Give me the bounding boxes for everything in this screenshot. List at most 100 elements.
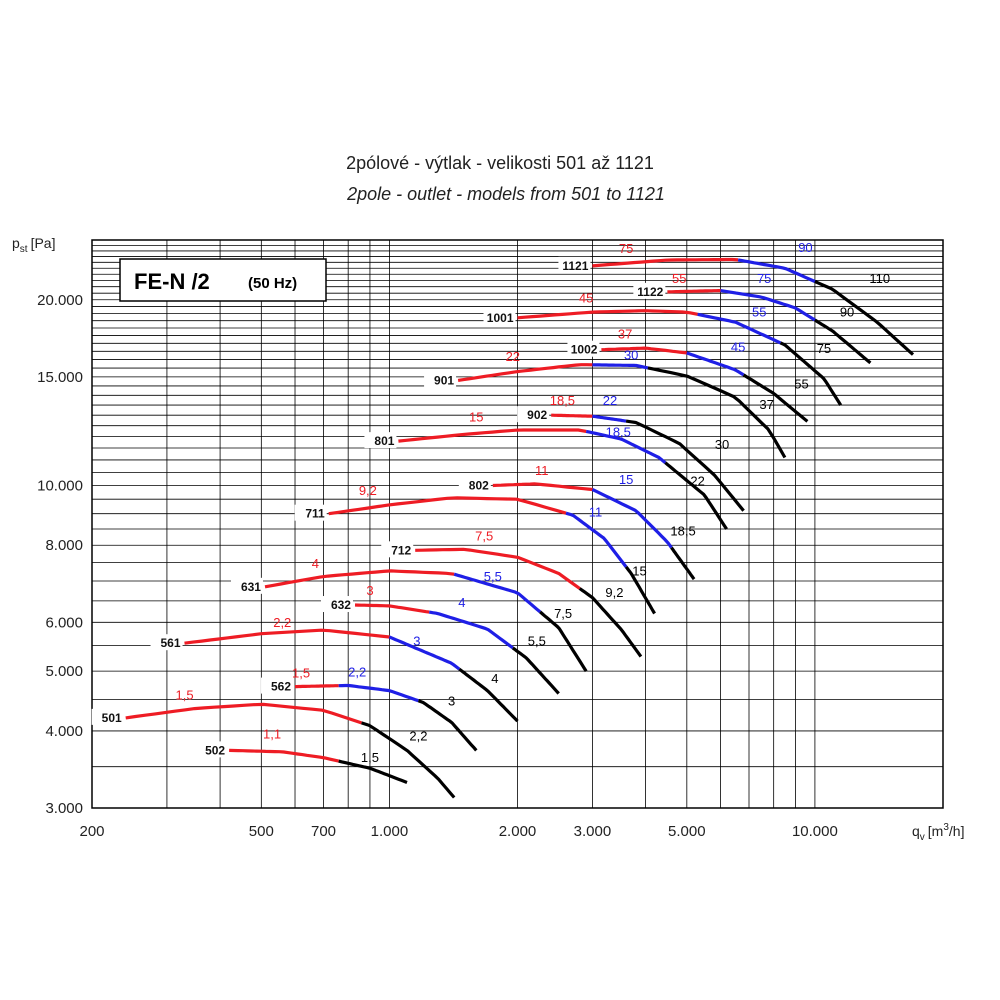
model-label: 502 (205, 743, 225, 757)
curve-segment-black (779, 341, 843, 406)
curve-segment-black (539, 610, 588, 673)
model-label: 501 (102, 711, 122, 725)
curve-segment-red (601, 346, 687, 355)
power-label: 7,5 (554, 606, 572, 621)
power-label: 2,2 (273, 615, 291, 630)
curve-631: 631 4 5,5 7,5 (230, 556, 588, 673)
power-label: 9,2 (605, 585, 623, 600)
model-label: 801 (374, 434, 394, 448)
power-label: 75 (757, 271, 771, 286)
curve-segment-red (551, 413, 593, 418)
curve-segment-red (398, 428, 587, 443)
curve-segment-black (361, 721, 456, 799)
power-label: 90 (840, 304, 854, 319)
power-label: 3 (413, 634, 420, 649)
curve-segment-red (125, 702, 363, 725)
power-label: 45 (579, 290, 593, 305)
power-label: 1,5 (292, 666, 310, 681)
x-tick-label: 2.000 (499, 823, 537, 840)
curve-801: 801 15 18,5 22 (364, 409, 728, 530)
power-label: 5,5 (528, 634, 546, 649)
model-label-bg (424, 371, 457, 388)
curve-segment-red (517, 309, 698, 320)
curve-segment-blue (428, 610, 514, 650)
power-label: 37 (618, 327, 632, 342)
curve-segment-blue (338, 683, 419, 703)
model-label-bg (230, 577, 263, 594)
curve-segment-blue (592, 414, 627, 423)
power-label: 18,5 (606, 425, 631, 440)
curve-segment-blue (585, 429, 667, 464)
plot-frame (91, 239, 944, 809)
model-label: 902 (527, 408, 547, 422)
curve-segment-black (458, 667, 519, 723)
model-label-bg (458, 476, 491, 493)
curve-901: 901 22 30 37 (424, 348, 787, 459)
curve-711: 711 9,2 11 15 (294, 483, 656, 615)
power-label: 4 (312, 556, 319, 571)
curve-segment-black (664, 461, 728, 530)
power-label: 45 (731, 339, 745, 354)
grid (92, 240, 943, 808)
power-label: 7,5 (475, 528, 493, 543)
curve-segment-black (624, 565, 656, 615)
power-label: 75 (817, 341, 831, 356)
model-label-bg (195, 741, 228, 758)
curve-segment-blue (686, 351, 745, 377)
curve-segment-black (742, 373, 809, 423)
power-label: 22 (690, 473, 704, 488)
curve-segment-blue (720, 289, 816, 322)
power-label: 11 (535, 463, 549, 478)
power-label: 4 (491, 671, 498, 686)
curve-502: 502 1,1 1,5 (195, 726, 408, 784)
badge-sub-text: (50 Hz) (248, 275, 297, 292)
model-label-bg (294, 504, 327, 521)
curve-1121: 1121 75 90 110 (558, 240, 915, 356)
curve-segment-blue (591, 488, 673, 549)
curve-802: 802 11 15 18,5 (458, 463, 696, 581)
model-badge: FE-N /2 (50 Hz) (119, 258, 327, 302)
x-tick-label: 1.000 (371, 823, 409, 840)
power-label: 37 (759, 397, 773, 412)
curve-segment-black (417, 699, 478, 752)
y-tick-label: 15.000 (37, 369, 83, 386)
x-axis-ticks: 200 500 700 1.000 2.000 3.000 5.000 10.000 (79, 823, 837, 840)
power-label: 110 (869, 271, 890, 286)
curve-segment-red (229, 748, 340, 763)
power-label: 1,1 (263, 726, 281, 741)
power-label: 30 (624, 348, 638, 363)
power-label: 15 (619, 472, 633, 487)
curve-segment-red (295, 684, 339, 689)
power-label: 55 (672, 271, 686, 286)
power-label: 2,2 (348, 665, 366, 680)
power-label: 55 (794, 377, 808, 392)
model-label-bg (558, 256, 591, 273)
power-label: 55 (752, 304, 766, 319)
curve-632: 632 3 4 5,5 (320, 583, 560, 695)
badge-main-text: FE-N /2 (134, 269, 210, 294)
chart-title: 2pólové - výtlak - velikosti 501 až 1121 (346, 153, 654, 173)
model-label: 712 (391, 543, 411, 557)
power-label: 15 (632, 563, 646, 578)
power-label: 90 (798, 240, 812, 255)
curve-segment-black (578, 587, 643, 658)
power-label: 18,5 (670, 523, 695, 538)
x-tick-label: 10.000 (792, 823, 838, 840)
model-label-bg (633, 282, 666, 299)
model-label: 711 (305, 507, 325, 521)
curve-segment-red (492, 482, 593, 492)
power-label: 3 (448, 693, 455, 708)
model-label-bg (483, 308, 516, 325)
model-label: 632 (331, 598, 351, 612)
curve-segment-red (264, 569, 455, 589)
y-tick-label: 8.000 (45, 537, 83, 554)
curve-segment-red (184, 628, 390, 645)
badge-box (119, 258, 327, 302)
curve-1002: 1002 37 45 55 (567, 327, 809, 423)
chart-subtitle: 2pole - outlet - models from 501 to 1121 (346, 184, 665, 204)
curve-segment-red (457, 363, 593, 382)
